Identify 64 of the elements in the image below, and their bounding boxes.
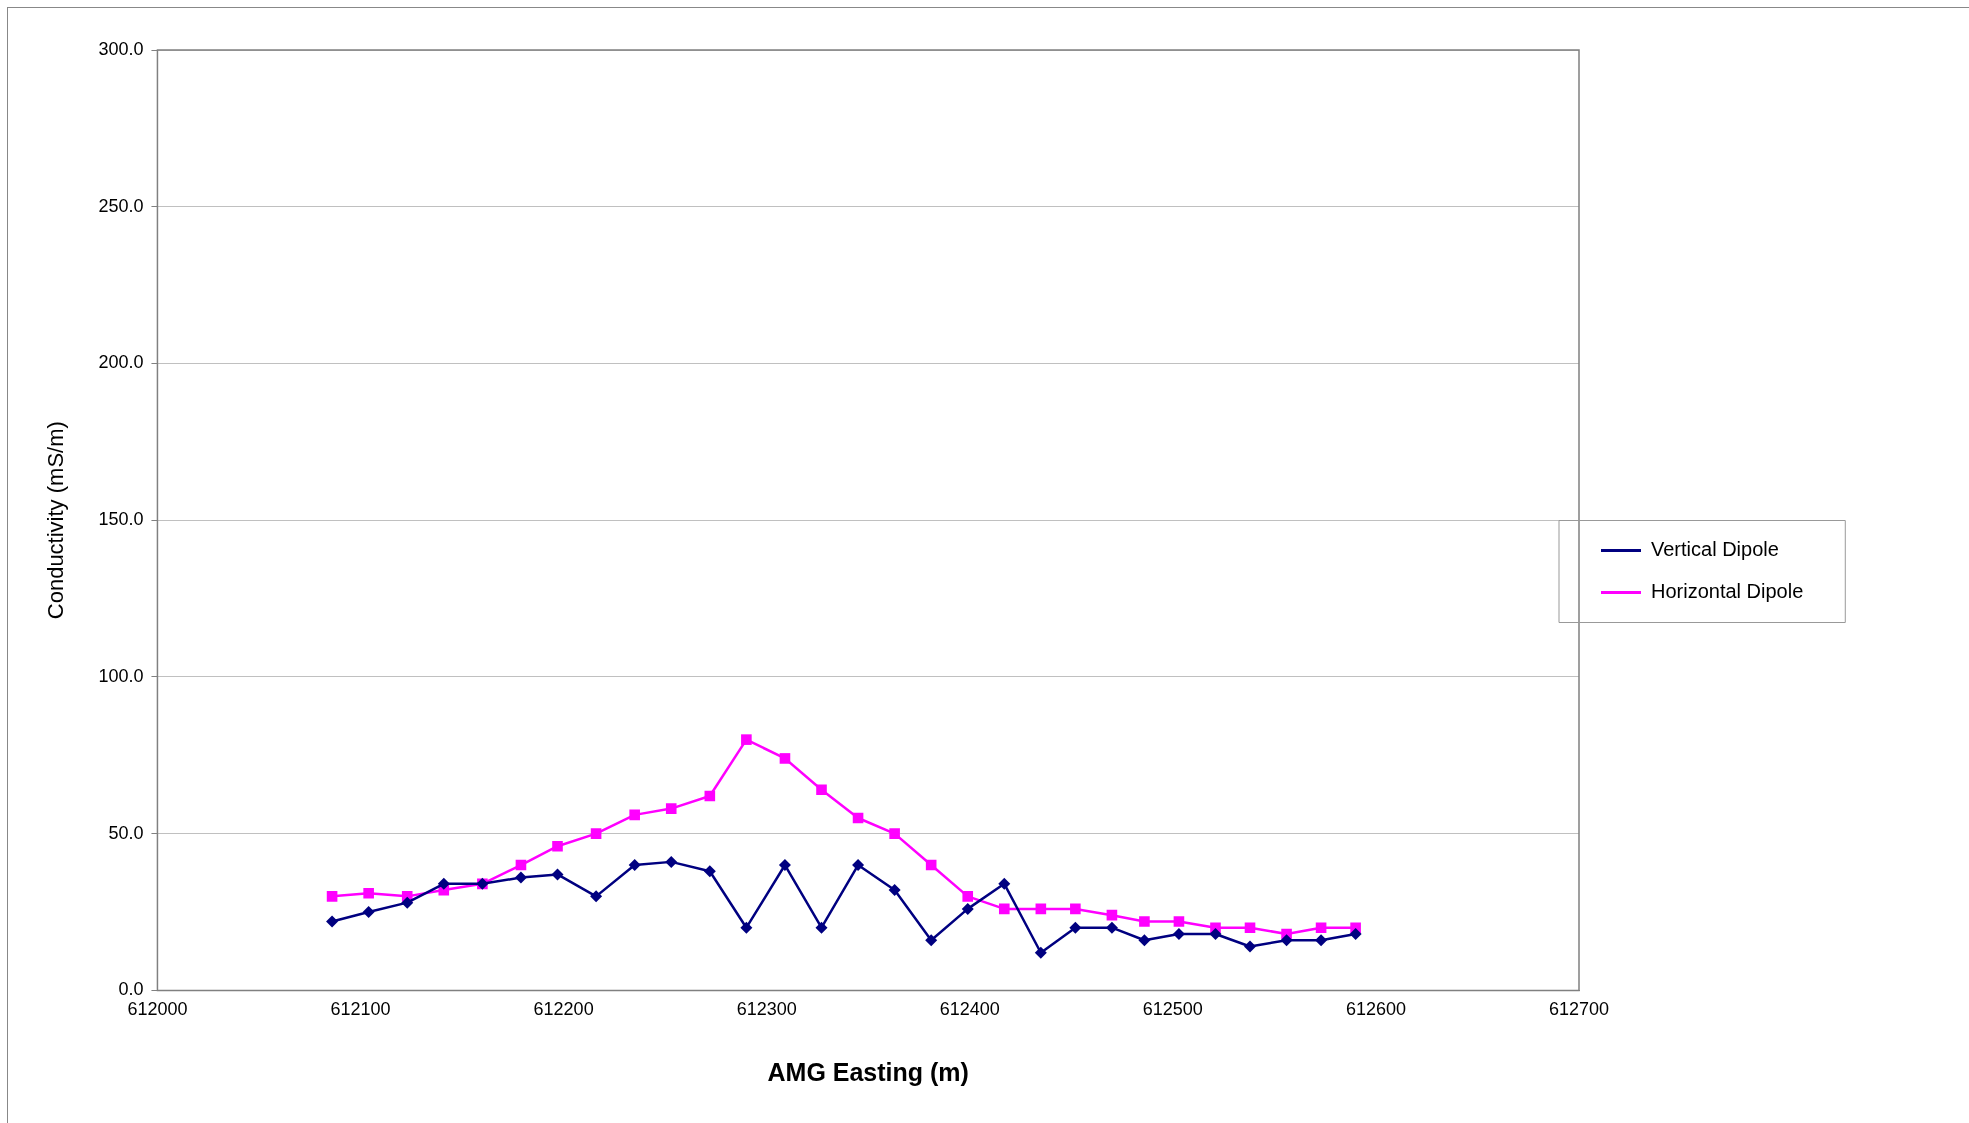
x-tick-label: 612600 [1345,999,1406,1020]
x-axis-title: AMG Easting (m) [767,1057,969,1086]
x-tick-label: 612200 [533,999,594,1020]
legend-label: Vertical Dipole [1651,538,1779,561]
x-tick-label: 612000 [127,999,188,1020]
y-tick-label: 250.0 [98,195,144,216]
point [1244,922,1256,934]
point [888,884,901,897]
point [1139,916,1150,927]
point [551,868,564,881]
point [629,809,640,821]
point [326,915,339,928]
point [998,877,1011,890]
point [1172,927,1185,940]
point [363,887,374,899]
point [665,855,678,868]
point [1138,934,1151,947]
x-tick-label: 612700 [1548,999,1610,1020]
y-tick-label: 0.0 [118,979,144,1000]
point [437,877,450,890]
y-tick-label: 300.0 [98,38,144,59]
point [362,906,375,919]
point [741,734,752,745]
y-tick-label: 50.0 [108,822,144,843]
point [401,896,414,909]
y-tick-label: 150.0 [98,509,144,530]
point [590,828,602,839]
point [1034,946,1047,959]
point [1315,934,1328,947]
point [703,865,716,878]
point [514,871,527,884]
point [590,890,603,903]
y-tick-label: 200.0 [98,352,144,373]
point [998,903,1010,915]
point [1349,927,1362,940]
point [816,784,827,796]
point [1069,921,1082,934]
point [552,840,563,852]
point [961,902,974,915]
x-tick-label: 612500 [1142,999,1203,1020]
x-tick-label: 612400 [939,999,1000,1020]
point [1173,916,1185,927]
point [1209,927,1222,940]
point [740,921,753,934]
point [815,921,828,934]
point [665,803,677,814]
point [1315,922,1327,934]
point [1280,934,1293,947]
y-tick-label: 100.0 [98,665,144,686]
point [925,934,938,947]
x-tick-label: 612300 [736,999,797,1020]
point [628,859,641,872]
point [889,828,900,839]
point [779,753,791,764]
legend-label: Horizontal Dipole [1651,580,1804,603]
point [962,891,974,902]
point [778,859,791,872]
y-axis-title: Conductivity (mS/m) [43,421,69,620]
point [852,859,865,872]
point [1244,940,1257,953]
point [326,891,338,902]
x-tick-label: 612100 [330,999,391,1020]
point [1105,921,1118,934]
point [1070,903,1081,915]
